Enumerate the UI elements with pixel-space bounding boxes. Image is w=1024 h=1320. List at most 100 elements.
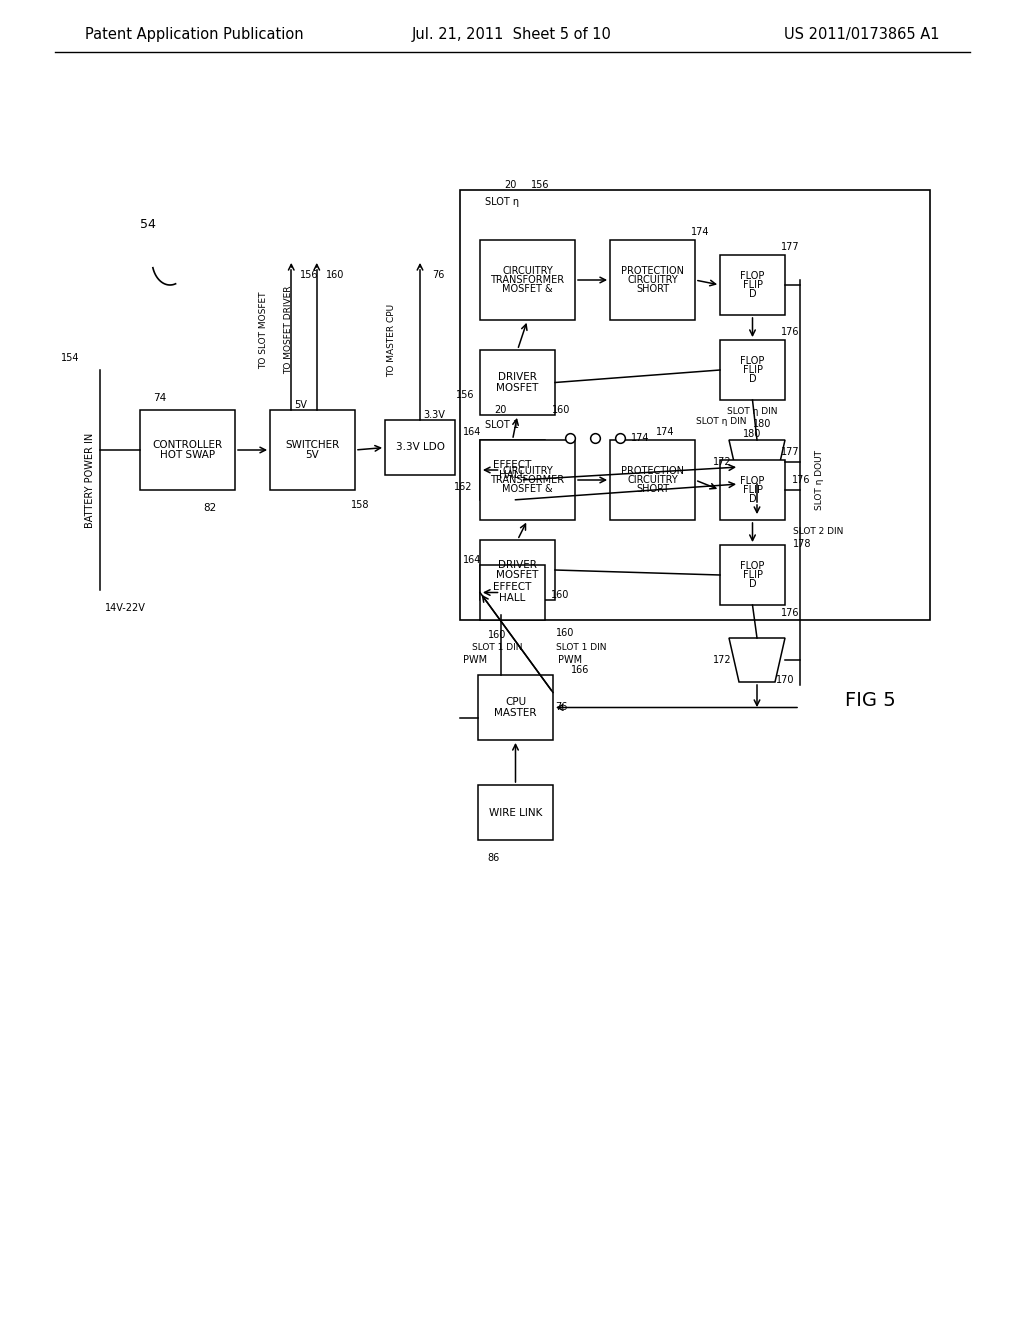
Text: 5V: 5V bbox=[305, 450, 319, 461]
Text: FLIP: FLIP bbox=[742, 366, 763, 375]
Text: 176: 176 bbox=[780, 327, 800, 337]
Text: 160: 160 bbox=[326, 271, 344, 280]
Text: TO MASTER CPU: TO MASTER CPU bbox=[387, 304, 396, 376]
Text: SLOT 1 DIN: SLOT 1 DIN bbox=[472, 643, 522, 652]
Text: CIRCUITRY: CIRCUITRY bbox=[502, 466, 553, 475]
Text: SLOT 1: SLOT 1 bbox=[485, 420, 519, 430]
Text: MOSFET &: MOSFET & bbox=[502, 284, 553, 294]
Bar bbox=[720, 459, 785, 520]
Bar bbox=[480, 540, 555, 601]
Text: 20: 20 bbox=[494, 405, 506, 414]
Text: PWM: PWM bbox=[558, 655, 582, 665]
Text: PROTECTION: PROTECTION bbox=[621, 265, 684, 276]
Text: 160: 160 bbox=[551, 590, 569, 601]
Text: 170: 170 bbox=[776, 675, 795, 685]
Text: SLOT 1 DIN: SLOT 1 DIN bbox=[556, 643, 606, 652]
Text: BATTERY POWER IN: BATTERY POWER IN bbox=[85, 433, 95, 528]
Text: 180: 180 bbox=[753, 418, 771, 429]
Text: HOT SWAP: HOT SWAP bbox=[160, 450, 215, 461]
Text: FLIP: FLIP bbox=[742, 570, 763, 579]
Text: 176: 176 bbox=[792, 475, 811, 484]
Text: 156: 156 bbox=[456, 389, 474, 400]
Text: 162: 162 bbox=[454, 482, 472, 492]
Bar bbox=[610, 440, 695, 520]
Text: D: D bbox=[749, 495, 757, 504]
Text: 174: 174 bbox=[655, 426, 674, 437]
Text: 156: 156 bbox=[300, 271, 318, 280]
Text: 177: 177 bbox=[780, 242, 800, 252]
Bar bbox=[140, 411, 234, 490]
Text: MASTER: MASTER bbox=[495, 708, 537, 718]
Text: SLOT η DIN: SLOT η DIN bbox=[696, 417, 746, 426]
Text: FLOP: FLOP bbox=[740, 271, 765, 281]
Text: 3.3V: 3.3V bbox=[423, 411, 444, 420]
Text: D: D bbox=[749, 375, 757, 384]
Bar bbox=[480, 565, 545, 620]
Text: SWITCHER: SWITCHER bbox=[286, 440, 340, 450]
Bar bbox=[270, 411, 355, 490]
Text: CIRCUITRY: CIRCUITRY bbox=[502, 265, 553, 276]
Bar bbox=[480, 440, 545, 500]
Text: 3.3V LDO: 3.3V LDO bbox=[395, 442, 444, 453]
Text: MOSFET: MOSFET bbox=[497, 383, 539, 392]
Text: 154: 154 bbox=[60, 352, 79, 363]
Text: CIRCUITRY: CIRCUITRY bbox=[627, 275, 678, 285]
Bar bbox=[460, 190, 930, 620]
Text: 176: 176 bbox=[780, 609, 800, 618]
Text: TRANSFORMER: TRANSFORMER bbox=[490, 275, 564, 285]
Text: CIRCUITRY: CIRCUITRY bbox=[627, 475, 678, 484]
Text: 156: 156 bbox=[530, 180, 549, 190]
Text: 178: 178 bbox=[793, 539, 811, 549]
Text: Patent Application Publication: Patent Application Publication bbox=[85, 28, 304, 42]
Text: 82: 82 bbox=[204, 503, 217, 513]
Text: DRIVER: DRIVER bbox=[498, 372, 537, 383]
Text: D: D bbox=[749, 289, 757, 300]
Text: TO MOSFET DRIVER: TO MOSFET DRIVER bbox=[285, 285, 293, 375]
Text: 160: 160 bbox=[552, 405, 570, 414]
Text: FLOP: FLOP bbox=[740, 561, 765, 570]
Text: HALL: HALL bbox=[500, 593, 525, 602]
Text: 158: 158 bbox=[351, 500, 370, 510]
Text: SHORT: SHORT bbox=[636, 484, 669, 495]
Text: PROTECTION: PROTECTION bbox=[621, 466, 684, 475]
Text: US 2011/0173865 A1: US 2011/0173865 A1 bbox=[784, 28, 940, 42]
Bar bbox=[478, 675, 553, 741]
Bar bbox=[610, 240, 695, 319]
Text: 160: 160 bbox=[488, 630, 507, 640]
Text: EFFECT: EFFECT bbox=[494, 582, 531, 593]
Text: 5V: 5V bbox=[294, 400, 307, 411]
Text: 177: 177 bbox=[780, 447, 800, 457]
Text: 172: 172 bbox=[713, 655, 731, 665]
Text: FLOP: FLOP bbox=[740, 355, 765, 366]
Text: D: D bbox=[749, 579, 757, 590]
Bar bbox=[480, 440, 575, 520]
Text: SLOT 2 DIN: SLOT 2 DIN bbox=[793, 528, 844, 536]
Bar bbox=[720, 255, 785, 315]
Bar bbox=[480, 350, 555, 414]
Text: HALL: HALL bbox=[500, 470, 525, 480]
Text: 166: 166 bbox=[571, 665, 590, 675]
Text: 174: 174 bbox=[691, 227, 710, 238]
Text: DRIVER: DRIVER bbox=[498, 560, 537, 570]
Text: TRANSFORMER: TRANSFORMER bbox=[490, 475, 564, 484]
Bar bbox=[720, 545, 785, 605]
Text: 76: 76 bbox=[432, 271, 444, 280]
Text: CONTROLLER: CONTROLLER bbox=[153, 440, 222, 450]
Text: FIG 5: FIG 5 bbox=[845, 690, 895, 710]
Text: 54: 54 bbox=[140, 219, 156, 231]
Text: FLOP: FLOP bbox=[740, 475, 765, 486]
Text: SHORT: SHORT bbox=[636, 284, 669, 294]
Text: EFFECT: EFFECT bbox=[494, 459, 531, 470]
Text: SLOT η DOUT: SLOT η DOUT bbox=[815, 450, 824, 510]
Text: PWM: PWM bbox=[464, 655, 487, 665]
Text: MOSFET: MOSFET bbox=[497, 570, 539, 579]
Text: 172: 172 bbox=[713, 457, 731, 467]
Text: 76: 76 bbox=[555, 702, 567, 713]
Text: 180: 180 bbox=[742, 429, 761, 440]
Text: 160: 160 bbox=[556, 628, 574, 638]
Bar bbox=[480, 240, 575, 319]
Text: FLIP: FLIP bbox=[742, 280, 763, 290]
Text: 20: 20 bbox=[504, 180, 516, 190]
Text: 164: 164 bbox=[463, 426, 481, 437]
Bar bbox=[478, 785, 553, 840]
